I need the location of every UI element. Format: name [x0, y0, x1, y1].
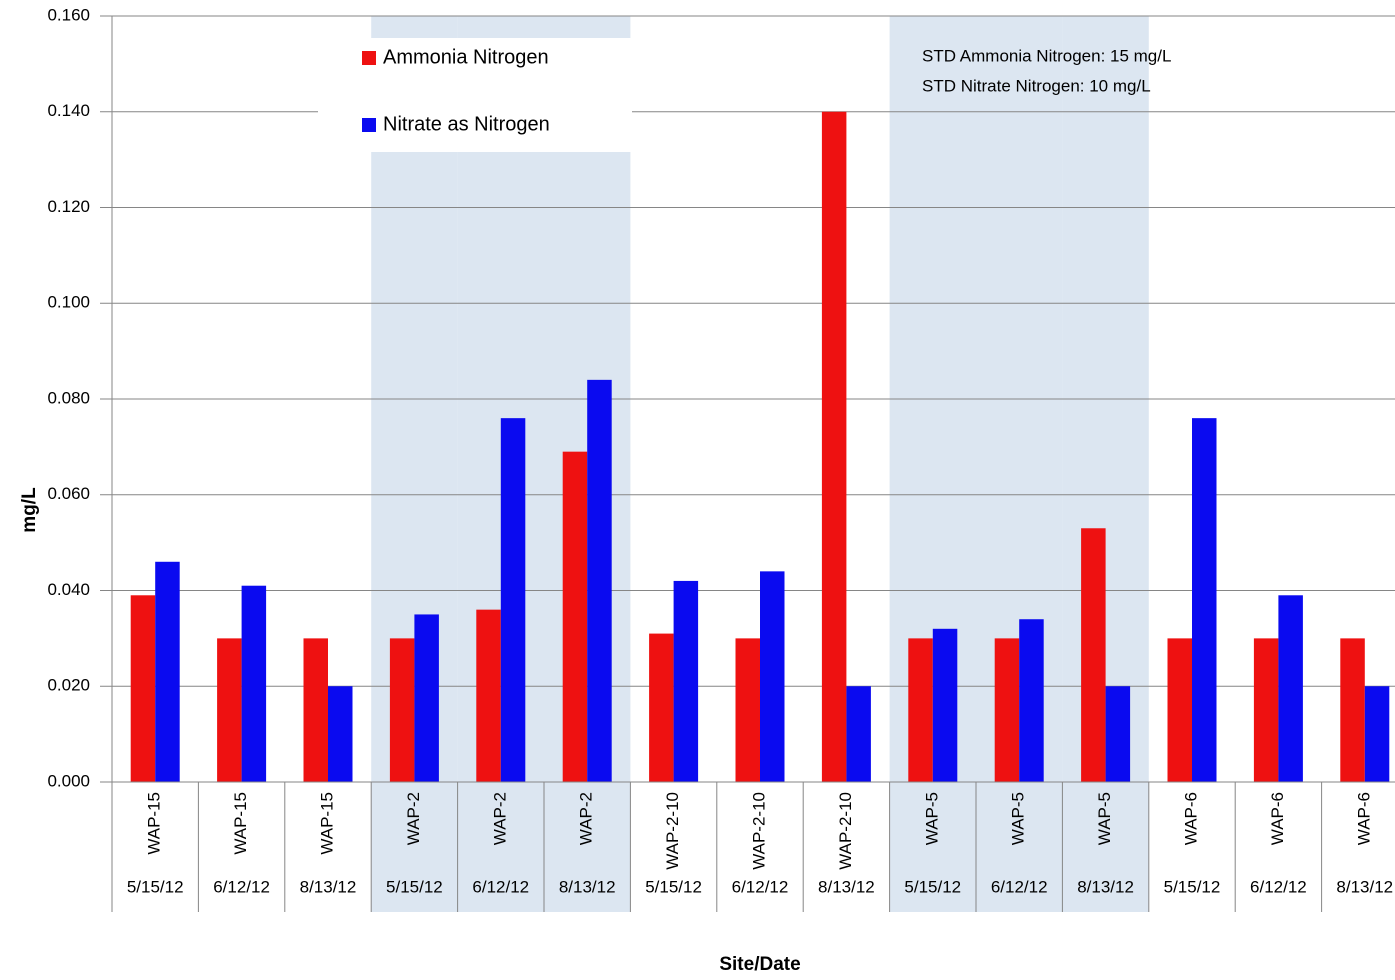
legend-label: Ammonia Nitrogen — [383, 46, 549, 68]
bar — [1340, 638, 1365, 782]
bar — [846, 686, 871, 782]
x-tick-label: 8/13/12 — [1077, 877, 1134, 896]
y-tick-label: 0.000 — [47, 771, 90, 790]
bar — [908, 638, 933, 782]
legend-swatch — [362, 118, 376, 132]
bar — [130, 595, 156, 782]
bar — [1105, 686, 1131, 782]
bar — [649, 633, 674, 782]
x-tick-label: WAP-15 — [231, 792, 250, 855]
bar — [328, 686, 353, 782]
y-tick-label: 0.120 — [47, 197, 90, 216]
bar — [1192, 418, 1217, 782]
x-tick-label: 5/15/12 — [904, 877, 961, 896]
bar — [821, 111, 847, 782]
x-tick-label: WAP-6 — [1354, 792, 1373, 845]
x-tick-label: 8/13/12 — [300, 877, 357, 896]
bar — [1278, 595, 1303, 782]
bar — [673, 580, 699, 782]
x-tick-label: 8/13/12 — [818, 877, 875, 896]
y-tick-label: 0.140 — [47, 101, 90, 120]
bar — [994, 638, 1020, 782]
x-axis-title: Site/Date — [719, 954, 800, 975]
legend-swatch — [362, 51, 376, 65]
bar — [1253, 638, 1279, 782]
legend-label: Nitrate as Nitrogen — [383, 113, 550, 135]
x-tick-label: WAP-2 — [577, 792, 596, 845]
y-tick-label: 0.160 — [47, 5, 90, 24]
bar — [1167, 638, 1192, 782]
x-tick-label: WAP-15 — [145, 792, 164, 855]
bar — [587, 379, 612, 782]
x-tick-label: WAP-5 — [1009, 792, 1028, 845]
x-tick-label: WAP-5 — [1095, 792, 1114, 845]
x-tick-label: 6/12/12 — [1250, 877, 1307, 896]
bar — [562, 451, 588, 782]
x-tick-label: WAP-6 — [1268, 792, 1287, 845]
x-tick-label: WAP-5 — [922, 792, 941, 845]
x-tick-label: WAP-6 — [1181, 792, 1200, 845]
x-tick-label: WAP-15 — [317, 792, 336, 855]
y-tick-label: 0.020 — [47, 676, 90, 695]
bar — [476, 609, 501, 782]
annotation: STD Nitrate Nitrogen: 10 mg/L — [922, 76, 1151, 95]
bar — [389, 638, 415, 782]
x-tick-label: WAP-2-10 — [836, 792, 855, 870]
y-axis-title: mg/L — [19, 487, 40, 533]
bar — [500, 418, 526, 782]
bar — [760, 571, 785, 782]
x-tick-label: 5/15/12 — [127, 877, 184, 896]
x-tick-label: 5/15/12 — [645, 877, 702, 896]
annotation: STD Ammonia Nitrogen: 15 mg/L — [922, 46, 1171, 65]
y-tick-label: 0.080 — [47, 388, 90, 407]
x-tick-label: 5/15/12 — [1164, 877, 1221, 896]
x-tick-label: WAP-2-10 — [663, 792, 682, 870]
x-tick-label: 6/12/12 — [991, 877, 1048, 896]
x-tick-label: 6/12/12 — [732, 877, 789, 896]
x-tick-label: 8/13/12 — [1336, 877, 1393, 896]
x-tick-label: 6/12/12 — [213, 877, 270, 896]
bar — [1081, 528, 1106, 782]
bar — [1364, 686, 1390, 782]
x-tick-label: 6/12/12 — [472, 877, 529, 896]
x-tick-label: WAP-2-10 — [749, 792, 768, 870]
bar — [735, 638, 760, 782]
x-tick-label: WAP-2 — [490, 792, 509, 845]
bar — [414, 614, 439, 782]
bar — [217, 638, 242, 782]
bar — [1019, 619, 1044, 782]
x-tick-label: WAP-2 — [404, 792, 423, 845]
bar — [241, 585, 267, 782]
y-tick-label: 0.040 — [47, 580, 90, 599]
bar — [155, 561, 180, 782]
y-tick-label: 0.060 — [47, 484, 90, 503]
y-tick-label: 0.100 — [47, 293, 90, 312]
x-tick-label: 8/13/12 — [559, 877, 616, 896]
x-tick-label: 5/15/12 — [386, 877, 443, 896]
bar — [932, 628, 958, 782]
bar — [303, 638, 328, 782]
